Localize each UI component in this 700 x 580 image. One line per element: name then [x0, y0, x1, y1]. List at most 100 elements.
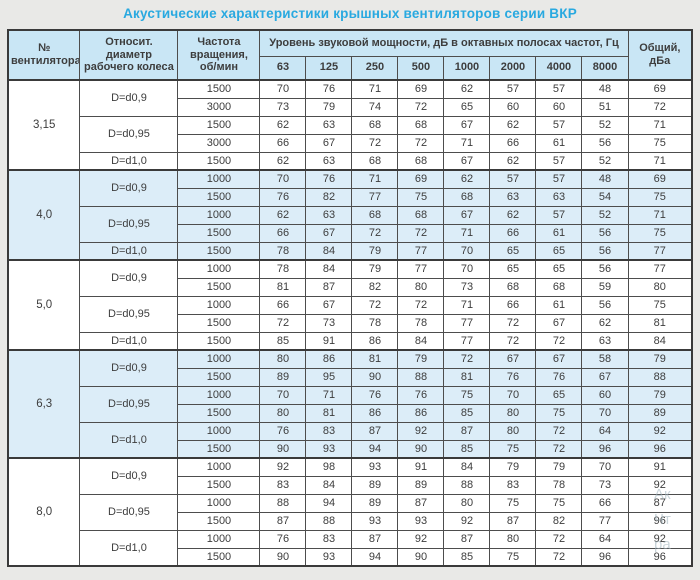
spl-value-cell-63hz: 80: [259, 403, 307, 423]
spl-value-cell-4000hz: 67: [535, 349, 583, 369]
diameter-cell: D=d0,9: [79, 79, 179, 117]
spl-value-cell-1000hz: 72: [443, 349, 491, 369]
spl-value-cell-8000hz: 48: [581, 79, 629, 99]
spl-value-cell-8000hz: 67: [581, 367, 629, 387]
spl-value-cell-250hz: 94: [351, 439, 399, 459]
spl-value-cell-125hz: 76: [305, 169, 353, 189]
table-row: 1500 80 81 86 86 85 80 75 70 89: [8, 403, 693, 423]
spl-value-cell-63hz: 70: [259, 79, 307, 99]
total-dba-cell: 88: [627, 367, 693, 387]
spl-value-cell-250hz: 93: [351, 457, 399, 477]
spl-value-cell-4000hz: 67: [535, 313, 583, 333]
total-dba-cell: 96: [627, 439, 693, 459]
diameter-cell: D=d1,0: [79, 151, 179, 171]
spl-value-cell-63hz: 90: [259, 439, 307, 459]
table-header: № вентилятора Относит. диаметр рабочего …: [7, 29, 693, 81]
spl-value-cell-8000hz: 48: [581, 169, 629, 189]
total-dba-cell: 92: [627, 475, 693, 495]
spl-value-cell-125hz: 86: [305, 349, 353, 369]
spl-value-cell-2000hz: 66: [489, 295, 537, 315]
spl-value-cell-63hz: 81: [259, 277, 307, 297]
spl-value-cell-8000hz: 59: [581, 277, 629, 297]
spl-value-cell-4000hz: 72: [535, 421, 583, 441]
spl-value-cell-500hz: 68: [397, 115, 445, 135]
spl-value-cell-500hz: 79: [397, 349, 445, 369]
speed-cell: 1500: [177, 151, 261, 171]
spl-value-cell-4000hz: 65: [535, 241, 583, 261]
header-spl-group: Уровень звуковой мощности, дБ в октавных…: [259, 29, 629, 57]
spl-value-cell-125hz: 76: [305, 79, 353, 99]
table-row: D=d0,95 1500 62 63 68 68 67 62 57 52 71: [8, 115, 693, 153]
spl-value-cell-250hz: 76: [351, 385, 399, 405]
table-row: 1500 72 73 78 78 77 72 67 62 81: [8, 313, 693, 333]
spl-value-cell-8000hz: 54: [581, 187, 629, 207]
speed-cell: 1500: [177, 475, 261, 495]
spl-value-cell-1000hz: 70: [443, 259, 491, 279]
spl-value-cell-4000hz: 57: [535, 151, 583, 171]
spl-value-cell-1000hz: 77: [443, 313, 491, 333]
spl-value-cell-500hz: 68: [397, 205, 445, 225]
spl-value-cell-63hz: 80: [259, 349, 307, 369]
spl-value-cell-500hz: 84: [397, 331, 445, 351]
spl-value-cell-125hz: 71: [305, 385, 353, 405]
spl-value-cell-63hz: 78: [259, 241, 307, 261]
spl-value-cell-500hz: 77: [397, 241, 445, 261]
spl-value-cell-2000hz: 75: [489, 439, 537, 459]
spl-value-cell-250hz: 93: [351, 511, 399, 531]
speed-cell: 1500: [177, 439, 261, 459]
spl-value-cell-125hz: 84: [305, 475, 353, 495]
total-dba-cell: 69: [627, 169, 693, 189]
diameter-cell: D=d0,9: [79, 169, 179, 207]
spl-value-cell-250hz: 86: [351, 331, 399, 351]
spl-value-cell-125hz: 83: [305, 529, 353, 549]
total-dba-cell: 81: [627, 313, 693, 333]
spl-value-cell-500hz: 75: [397, 187, 445, 207]
diameter-cell: D=d0,95: [79, 385, 179, 423]
spl-value-cell-125hz: 67: [305, 133, 353, 153]
total-dba-cell: 75: [627, 133, 693, 153]
speed-cell: 1500: [177, 331, 261, 351]
spl-value-cell-250hz: 78: [351, 313, 399, 333]
total-dba-cell: 71: [627, 115, 693, 135]
spl-value-cell-4000hz: 75: [535, 493, 583, 513]
speed-cell: 1500: [177, 277, 261, 297]
spl-value-cell-500hz: 72: [397, 295, 445, 315]
spl-value-cell-63hz: 70: [259, 385, 307, 405]
spl-value-cell-2000hz: 66: [489, 133, 537, 153]
spl-value-cell-2000hz: 66: [489, 223, 537, 243]
spl-value-cell-500hz: 91: [397, 457, 445, 477]
spl-value-cell-125hz: 88: [305, 511, 353, 531]
spl-value-cell-125hz: 82: [305, 187, 353, 207]
spl-value-cell-1000hz: 85: [443, 439, 491, 459]
total-dba-cell: 91: [627, 457, 693, 477]
table-body: 3,15 D=d0,9 1500 70 76 71 69 62 57 57 48 69 3000 73 79…: [7, 79, 693, 567]
spl-value-cell-1000hz: 73: [443, 277, 491, 297]
spl-value-cell-500hz: 72: [397, 223, 445, 243]
spl-value-cell-8000hz: 66: [581, 493, 629, 513]
spl-value-cell-250hz: 79: [351, 259, 399, 279]
spl-value-cell-63hz: 66: [259, 295, 307, 315]
table-row: 1500 66 67 72 72 71 66 61 56 75: [8, 223, 693, 243]
fan-size-cell: 6,3: [7, 349, 81, 459]
header-total: Общий, дБа: [627, 29, 693, 81]
spl-value-cell-4000hz: 78: [535, 475, 583, 495]
speed-cell: 1500: [177, 79, 261, 99]
spl-value-cell-125hz: 63: [305, 115, 353, 135]
spl-value-cell-63hz: 66: [259, 223, 307, 243]
spl-value-cell-125hz: 87: [305, 277, 353, 297]
spl-value-cell-8000hz: 63: [581, 331, 629, 351]
table-row: 3000 73 79 74 72 65 60 60 51 72: [8, 97, 693, 117]
spl-value-cell-63hz: 70: [259, 169, 307, 189]
table-row: 1500 76 82 77 75 68 63 63 54 75: [8, 187, 693, 207]
spl-value-cell-8000hz: 96: [581, 547, 629, 567]
spl-value-cell-500hz: 72: [397, 133, 445, 153]
spl-value-cell-2000hz: 72: [489, 313, 537, 333]
header-freq-500: 500: [397, 55, 445, 81]
spl-value-cell-500hz: 86: [397, 403, 445, 423]
diameter-cell: D=d0,9: [79, 457, 179, 495]
table-row: 5,0 D=d0,9 1000 78 84 79 77 70 65 65 56 77: [7, 259, 693, 351]
header-fan-number: № вентилятора: [7, 29, 81, 81]
spl-value-cell-125hz: 93: [305, 547, 353, 567]
spl-value-cell-4000hz: 79: [535, 457, 583, 477]
spl-value-cell-2000hz: 87: [489, 511, 537, 531]
